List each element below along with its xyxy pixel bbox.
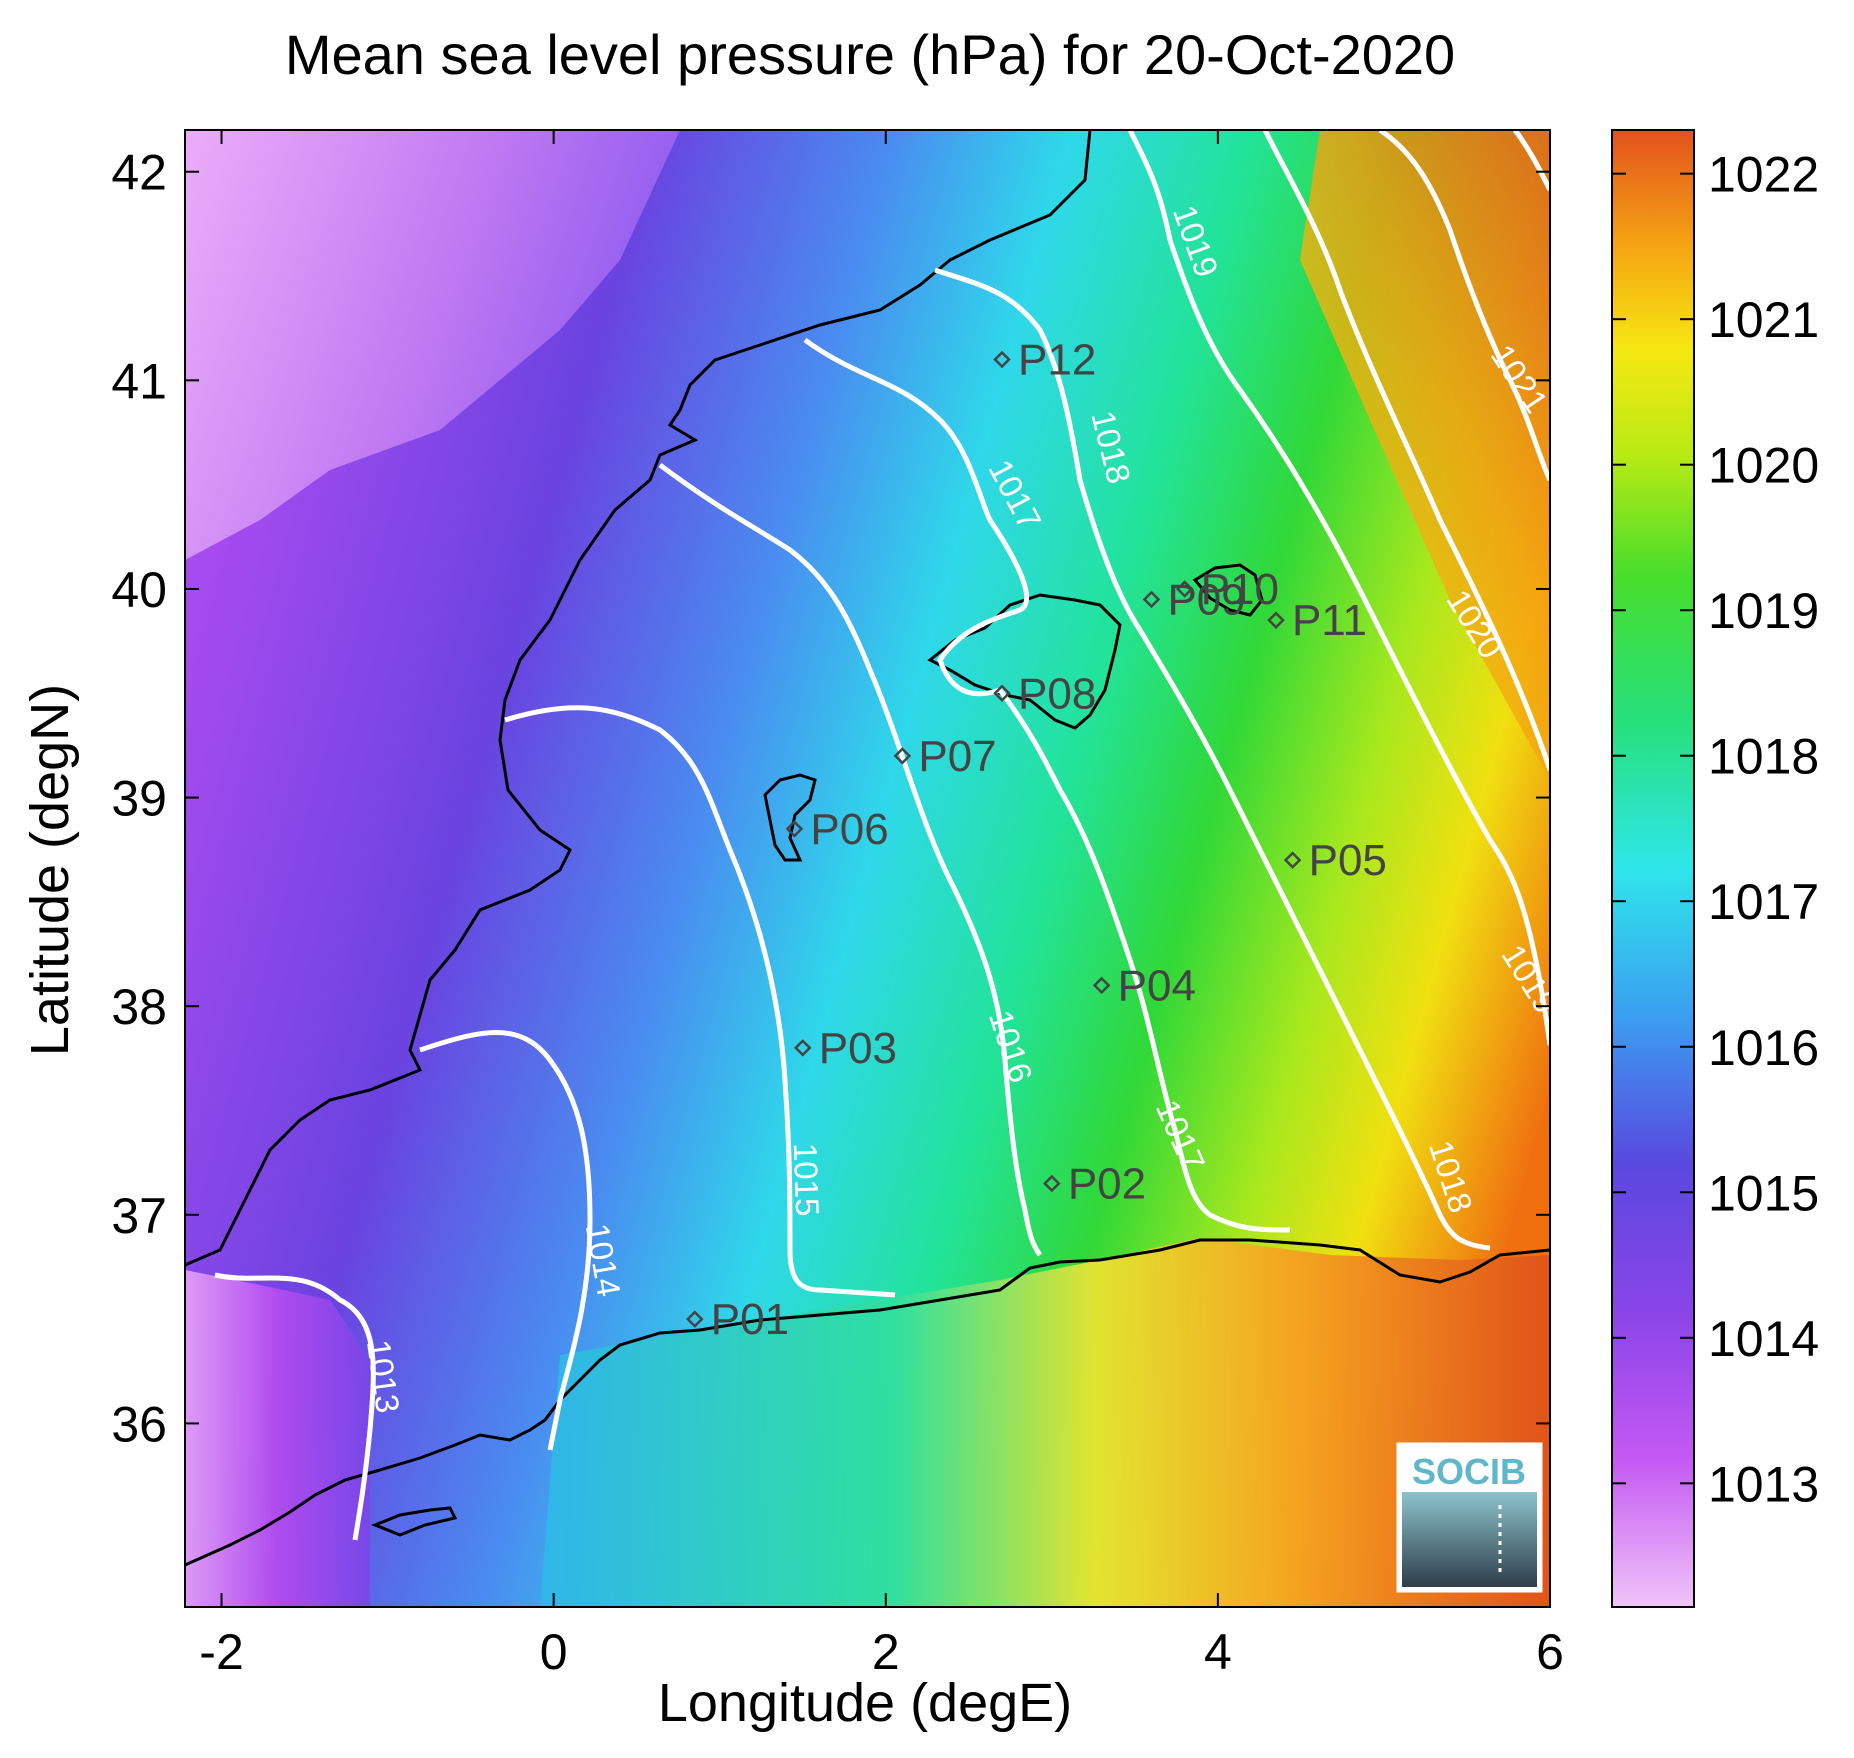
y-tick-label: 38 bbox=[111, 979, 167, 1035]
land-southwest bbox=[185, 1270, 370, 1607]
y-tick-label: 39 bbox=[111, 771, 167, 827]
socib-logo: SOCIB bbox=[1396, 1442, 1543, 1593]
colorbar-tick-label: 1017 bbox=[1708, 874, 1819, 930]
y-tick-label: 42 bbox=[111, 145, 167, 201]
island-alboran bbox=[370, 1506, 458, 1537]
station-marker bbox=[1043, 1174, 1061, 1193]
logo-text: SOCIB bbox=[1412, 1451, 1526, 1492]
station-marker bbox=[686, 1310, 704, 1328]
island-ibiza bbox=[763, 773, 817, 862]
isobar-1020 bbox=[1262, 130, 1550, 771]
colorbar-ticks: 1022 1021 1020 1019 1018 1017 1016 1015 1014 1013 bbox=[1612, 147, 1819, 1512]
station-marker bbox=[793, 1039, 812, 1057]
station-label: P11 bbox=[1292, 596, 1367, 645]
y-tick-label: 37 bbox=[111, 1188, 167, 1244]
station-label: P07 bbox=[918, 732, 996, 781]
island-menorca bbox=[1192, 563, 1264, 617]
colorbar-tick-label: 1020 bbox=[1708, 438, 1819, 494]
isobar-1013 bbox=[214, 1272, 376, 1541]
x-tick-label: 2 bbox=[872, 1624, 900, 1680]
y-tick-label: 41 bbox=[111, 353, 167, 409]
station-marker bbox=[993, 684, 1011, 703]
isobar-1017 bbox=[803, 337, 1291, 1233]
colorbar-tick-label: 1014 bbox=[1708, 1311, 1819, 1367]
station-label: P05 bbox=[1309, 836, 1387, 885]
station-marker bbox=[1142, 590, 1161, 609]
isobar-1016 bbox=[658, 462, 1043, 1257]
y-tick-label: 40 bbox=[111, 562, 167, 618]
station-marker bbox=[993, 350, 1011, 369]
station-label: P06 bbox=[810, 805, 888, 854]
colorbar-tick-label: 1019 bbox=[1708, 583, 1819, 639]
colorbar-tick-label: 1013 bbox=[1708, 1456, 1819, 1512]
isobar-1015 bbox=[504, 705, 896, 1298]
station-label: P04 bbox=[1118, 961, 1196, 1010]
station-marker bbox=[1267, 611, 1285, 630]
station-marker bbox=[1092, 976, 1111, 995]
x-tick-label: 0 bbox=[540, 1624, 568, 1680]
contour-label: 1015 bbox=[787, 1142, 827, 1217]
isobar-1022 bbox=[1512, 130, 1550, 192]
station-label: P08 bbox=[1018, 669, 1096, 718]
colorbar-tick-label: 1021 bbox=[1708, 292, 1819, 348]
station-marker bbox=[1283, 851, 1302, 869]
colorbar-tick-label: 1022 bbox=[1708, 147, 1819, 203]
isobar-1018 bbox=[934, 267, 1491, 1251]
colorbar-tick-label: 1015 bbox=[1708, 1165, 1819, 1221]
x-tick-label: -2 bbox=[199, 1624, 243, 1680]
station-label: P03 bbox=[819, 1024, 897, 1073]
station-label: P10 bbox=[1201, 565, 1279, 614]
x-tick-label: 6 bbox=[1536, 1624, 1564, 1680]
plot-frame bbox=[184, 129, 1551, 1608]
station-marker bbox=[893, 747, 912, 765]
station-marker bbox=[1175, 580, 1194, 598]
colorbar-tick-label: 1018 bbox=[1708, 729, 1819, 785]
land-northwest bbox=[185, 130, 680, 560]
coastline-southeast bbox=[185, 1328, 701, 1567]
x-axis-label: Longitude (degE) bbox=[657, 1673, 1073, 1733]
station-label: P02 bbox=[1068, 1160, 1146, 1209]
colorbar-tick-label: 1016 bbox=[1708, 1020, 1819, 1076]
coastline-iberia bbox=[185, 130, 1092, 1267]
land-northafrica bbox=[540, 1238, 1550, 1607]
chart-title: Mean sea level pressure (hPa) for 20-Oct… bbox=[284, 23, 1456, 86]
y-tick-label: 36 bbox=[111, 1396, 167, 1452]
x-axis-ticks: -2 0 2 4 6 bbox=[199, 130, 1564, 1680]
isobar-1014 bbox=[419, 1030, 593, 1451]
colorbar bbox=[1611, 129, 1695, 1608]
station-label: P09 bbox=[1167, 575, 1245, 624]
station-label: P12 bbox=[1018, 335, 1096, 384]
y-axis-ticks: 42 41 40 39 38 37 36 bbox=[111, 145, 1550, 1452]
coastline-africa bbox=[699, 1238, 1550, 1332]
x-tick-label: 4 bbox=[1204, 1624, 1232, 1680]
isobar-1019 bbox=[1127, 130, 1550, 1046]
station-label: P01 bbox=[711, 1295, 789, 1344]
station-marker bbox=[785, 820, 804, 838]
isobar-1021 bbox=[1378, 130, 1550, 482]
